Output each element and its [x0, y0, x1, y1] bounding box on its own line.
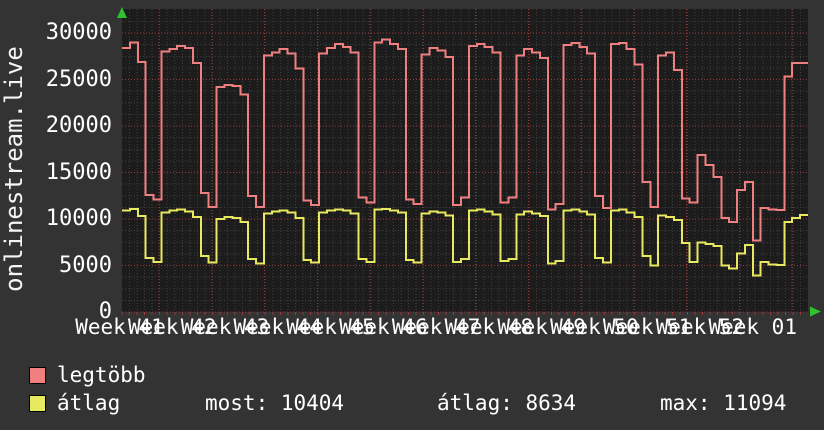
- x-axis-tick-label: Week 46: [339, 315, 428, 339]
- x-axis-tick-label: Week 47: [391, 315, 481, 339]
- x-axis-tick-label: Week 52: [655, 315, 745, 339]
- x-axis-tick-label: Week 51: [602, 315, 692, 339]
- x-axis-arrow-icon: [810, 306, 821, 317]
- series-line-atlag: [122, 207, 808, 277]
- y-axis-tick-label: 25000: [45, 66, 112, 92]
- y-axis-arrow-icon: [117, 7, 127, 18]
- x-axis-tick-label: Week 41: [75, 315, 164, 339]
- x-axis-tick-label: Week 45: [286, 315, 375, 339]
- x-axis-tick-label: Week 49: [497, 315, 586, 339]
- x-axis-tick-label: Week 50: [550, 315, 639, 339]
- y-axis-tick-label: 5000: [59, 252, 112, 278]
- legend-label-legtobb: legtöbb: [57, 363, 146, 387]
- legend-item-atlag: átlag: [29, 393, 120, 414]
- stat-atlag: átlag: 8634: [437, 391, 577, 415]
- stat-most: most: 10404: [205, 391, 345, 415]
- y-axis-tick-label: 15000: [45, 159, 112, 185]
- x-axis-tick-label: Week 44: [233, 315, 323, 339]
- y-axis-tick-label: 0: [98, 299, 112, 324]
- x-axis-tick-label: Week 42: [128, 315, 217, 339]
- legend-label-atlag: átlag: [57, 391, 121, 415]
- y-axis-title: onlinestream.live: [0, 46, 28, 292]
- y-axis-tick-label: 10000: [45, 206, 112, 231]
- x-axis-tick-label: Week 48: [444, 315, 534, 339]
- series-line-legtobb: [122, 38, 808, 242]
- legend-swatch-legtobb: [29, 367, 46, 384]
- y-axis-tick-label: 30000: [45, 20, 112, 45]
- x-axis-tick-label: Week 43: [180, 315, 270, 339]
- y-axis-tick-label: 20000: [45, 113, 112, 138]
- x-axis-tick-label: Week 01: [708, 315, 797, 339]
- legend-item-legtobb: legtöbb: [29, 365, 146, 386]
- legend-swatch-atlag: [29, 395, 46, 412]
- stat-max: max: 11094: [660, 391, 787, 415]
